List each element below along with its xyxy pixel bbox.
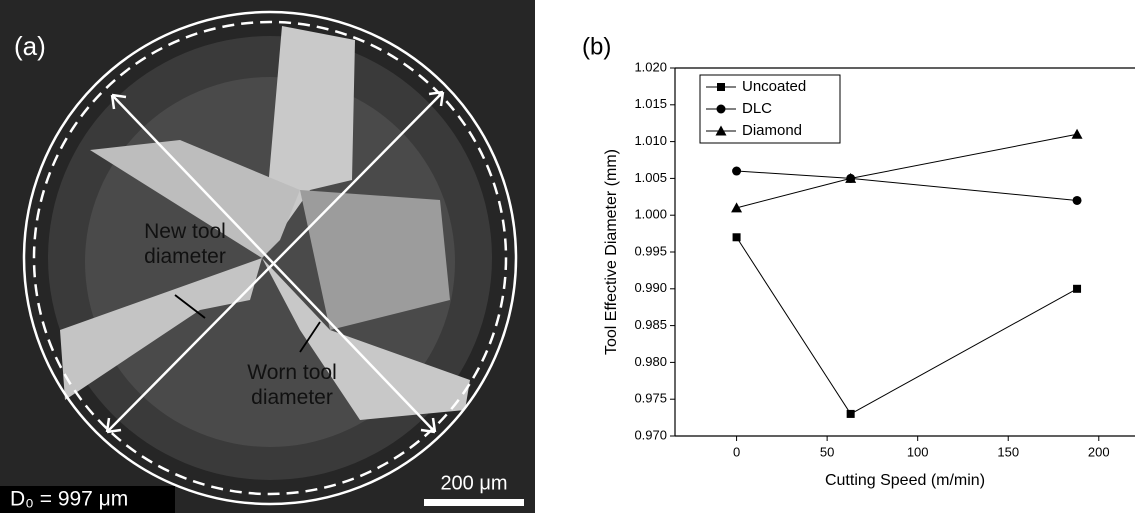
y-tick-label: 1.020 [634, 59, 667, 74]
marker-circle [732, 166, 742, 176]
y-tick-label: 0.985 [634, 317, 667, 332]
marker-triangle [1071, 128, 1083, 139]
y-axis-title: Tool Effective Diameter (mm) [603, 149, 620, 355]
marker-triangle [731, 202, 743, 213]
scale-bar [424, 499, 524, 506]
marker-triangle [845, 172, 857, 183]
marker-square [732, 233, 741, 242]
marker-square [1073, 284, 1082, 293]
micrograph: (a) New tool diameter Worn tool diameter D… [0, 0, 535, 513]
marker-square [846, 409, 855, 418]
y-tick-label: 0.975 [634, 391, 667, 406]
marker-circle [716, 104, 726, 114]
series-line [736, 170, 1078, 201]
y-tick-label: 0.990 [634, 280, 667, 295]
blade [300, 190, 450, 330]
y-tick-label: 1.015 [634, 96, 667, 111]
marker-triangle [715, 125, 727, 136]
y-tick-label: 1.010 [634, 133, 667, 148]
y-tick-label: 0.995 [634, 243, 667, 258]
scale-bar-label: 200 μm [440, 472, 507, 494]
blade [90, 140, 300, 258]
label-background [0, 486, 175, 513]
dashed-circle [32, 20, 508, 496]
blade [262, 258, 470, 420]
marker-circle [1072, 195, 1082, 205]
y-tick-label: 0.980 [634, 354, 667, 369]
outer-circle [22, 10, 518, 506]
blade [60, 258, 262, 400]
annotation: New tool diameter [144, 220, 226, 268]
legend-label: Diamond [742, 122, 802, 139]
x-tick-label: 200 [1088, 444, 1110, 459]
marker-square [717, 83, 725, 91]
measurement: D₀ = 997 μm [10, 488, 128, 511]
panel-label: (b) [582, 33, 611, 60]
arrow-head [105, 90, 445, 434]
legend-label: Uncoated [742, 78, 806, 95]
legend-label: DLC [742, 100, 772, 117]
series-line [736, 237, 1078, 415]
y-tick-label: 0.970 [634, 427, 667, 442]
series-line [736, 133, 1078, 209]
annotation: Worn tool diameter [247, 361, 337, 409]
x-tick-label: 100 [907, 444, 929, 459]
y-tick-label: 1.000 [634, 207, 667, 222]
pointer-arrow [174, 294, 206, 319]
x-tick-label: 50 [820, 444, 834, 459]
y-tick-label: 1.005 [634, 170, 667, 185]
panel-label: (a) [14, 31, 46, 61]
x-axis-title: Cutting Speed (m/min) [825, 472, 985, 489]
pointer-arrow [299, 321, 321, 353]
x-tick-label: 0 [733, 444, 740, 459]
x-tick-label: 150 [997, 444, 1019, 459]
diameter-arrow [106, 91, 444, 433]
